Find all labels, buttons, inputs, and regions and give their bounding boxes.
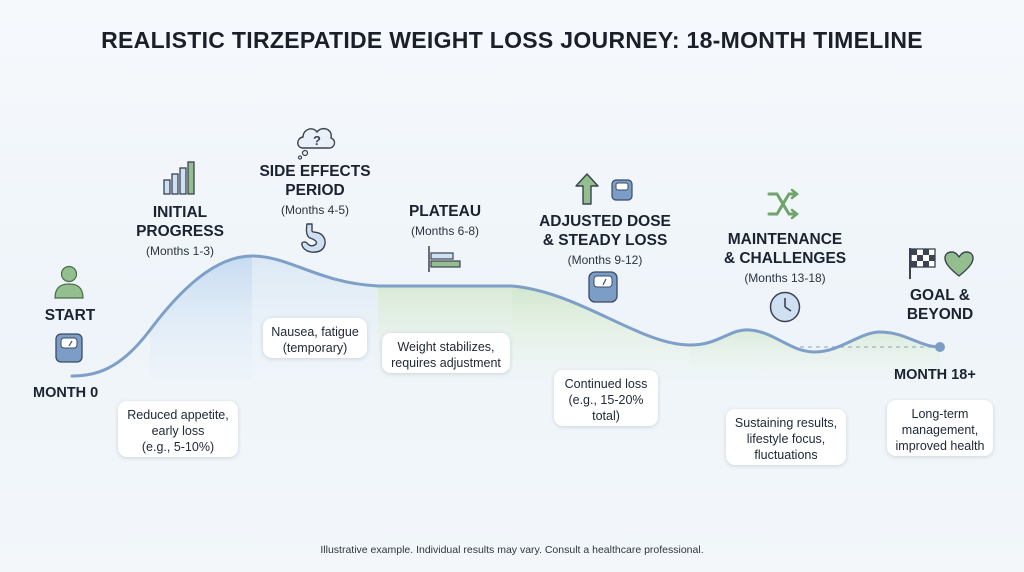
svg-text:?: ? [313,133,321,148]
milestone-month-0: MONTH 0 [33,385,99,401]
stomach-icon [301,223,326,253]
plateau-note-card: Weight stabilizes, requires adjustment [382,333,510,373]
initial-phase-shade [150,256,252,380]
maintenance-note-card: Sustaining results, lifestyle focus, flu… [726,409,846,465]
bar-chart-icon [163,161,195,195]
goal-note-card: Long-term management, improved health [887,400,993,456]
side-effects-note-card: Nausea, fatigue (temporary) [263,318,367,358]
phase-side-effects-label: SIDE EFFECTS PERIOD (Months 4-5) [259,163,371,217]
disclaimer-footer: Illustrative example. Individual results… [320,544,704,556]
small-scale-icon [611,179,633,201]
shuffle-icon [767,188,800,220]
weight-curve [70,254,942,378]
phase-adjusted-label: ADJUSTED DOSE & STEADY LOSS (Months 9-12… [539,213,671,267]
clock-icon [769,291,801,323]
initial-note-card: Reduced appetite, early loss (e.g., 5-10… [118,401,238,457]
arrow-up-icon [575,173,599,205]
scale-icon [55,333,83,363]
phase-initial-label: INITIAL PROGRESS (Months 1-3) [136,204,224,258]
goal-point [935,342,945,352]
adjusted-note-card: Continued loss (e.g., 15-20% total) [554,370,658,426]
plateau-icon [428,246,461,272]
milestone-month-18: MONTH 18+ [894,367,976,383]
phase-maintenance-label: MAINTENANCE & CHALLENGES (Months 13-18) [723,231,847,285]
maintenance-shade [690,329,940,380]
checkered-flag-icon [909,248,936,279]
adjusted-shade [512,286,690,380]
phase-plateau-label: PLATEAU (Months 6-8) [408,203,482,238]
scale-icon-adjusted [588,271,618,303]
phase-goal-label: GOAL & BEYOND [906,287,974,323]
thought-cloud-icon: ? [297,127,336,160]
phase-start-label: START [44,307,96,324]
person-icon [54,265,84,299]
heart-icon [944,251,974,277]
page-title: REALISTIC TIRZEPATIDE WEIGHT LOSS JOURNE… [101,27,923,53]
